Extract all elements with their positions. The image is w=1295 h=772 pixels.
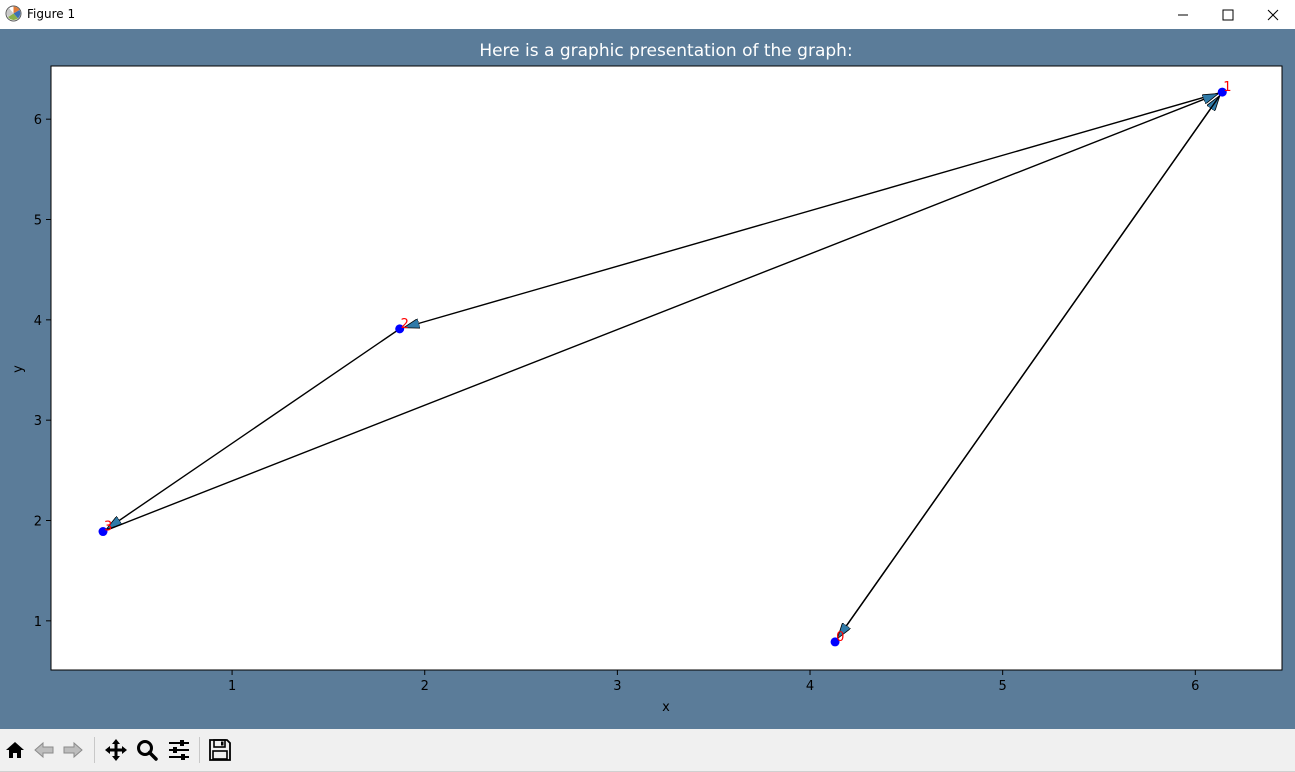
save-floppy-icon xyxy=(209,739,231,761)
graph-edge-2-to-3 xyxy=(107,328,401,529)
y-tick-label: 3 xyxy=(34,414,42,429)
graph-edge-1-to-2 xyxy=(404,91,1223,327)
close-button[interactable] xyxy=(1250,0,1295,29)
figure-canvas[interactable]: Here is a graphic presentation of the gr… xyxy=(0,29,1295,729)
navigation-toolbar xyxy=(0,729,1295,772)
axes-background xyxy=(50,65,1283,671)
graph-node-0 xyxy=(830,637,840,647)
close-icon xyxy=(1267,9,1279,20)
configure-subplots-icon xyxy=(169,740,189,760)
graph-node-label-0: 0 xyxy=(836,630,844,645)
maximize-icon xyxy=(1222,9,1234,20)
maximize-button[interactable] xyxy=(1205,0,1251,29)
zoom-magnifier-icon xyxy=(137,740,158,761)
graph-node-label-3: 3 xyxy=(104,520,112,535)
minimize-button[interactable] xyxy=(1160,0,1206,29)
x-tick-layer: 1 2 3 4 5 6 xyxy=(228,670,1199,694)
graph-edge-3-to-1 xyxy=(102,94,1218,533)
y-tick-label: 2 xyxy=(34,515,42,530)
y-tick-label: 4 xyxy=(34,314,42,329)
graph-node-3 xyxy=(98,527,108,537)
toolbar-separator xyxy=(94,737,95,763)
x-tick-label: 4 xyxy=(806,679,814,694)
graph-node-1 xyxy=(1217,87,1227,97)
zoom-button[interactable] xyxy=(132,734,162,766)
x-axis-label: x xyxy=(662,700,670,715)
back-button[interactable] xyxy=(29,734,59,766)
pan-move-icon xyxy=(105,739,127,761)
x-tick-label: 3 xyxy=(613,679,621,694)
back-arrow-icon xyxy=(34,741,54,759)
edge-layer xyxy=(102,91,1223,643)
toolbar-separator xyxy=(199,737,200,763)
y-tick-label: 1 xyxy=(34,615,42,630)
node-layer: 0 1 2 3 xyxy=(98,80,1232,647)
x-tick-label: 1 xyxy=(228,679,236,694)
minimize-icon xyxy=(1178,14,1188,15)
home-icon xyxy=(6,742,24,758)
y-tick-layer: 1 2 3 4 5 6 xyxy=(34,113,51,630)
plot-svg: 0 1 2 3 1 2 3 4 5 6 1 2 3 4 5 6 x y xyxy=(11,65,1283,715)
y-tick-label: 6 xyxy=(34,113,42,128)
configure-subplots-button[interactable] xyxy=(164,734,194,766)
window-title-bar: Figure 1 xyxy=(0,0,1295,29)
y-axis-label: y xyxy=(11,365,26,373)
matplotlib-icon xyxy=(5,5,22,22)
x-tick-label: 2 xyxy=(421,679,429,694)
x-tick-label: 5 xyxy=(999,679,1007,694)
x-tick-label: 6 xyxy=(1191,679,1199,694)
home-button[interactable] xyxy=(0,734,30,766)
chart-title: Here is a graphic presentation of the gr… xyxy=(479,41,853,61)
graph-node-label-1: 1 xyxy=(1223,80,1231,95)
graph-node-label-2: 2 xyxy=(401,317,409,332)
forward-arrow-icon xyxy=(63,741,83,759)
pan-button[interactable] xyxy=(101,734,131,766)
y-tick-label: 5 xyxy=(34,214,42,229)
window-title: Figure 1 xyxy=(27,7,76,21)
graph-node-2 xyxy=(395,324,405,334)
graph-edge-1-to-0 xyxy=(838,91,1223,638)
forward-button[interactable] xyxy=(58,734,88,766)
save-button[interactable] xyxy=(205,734,235,766)
